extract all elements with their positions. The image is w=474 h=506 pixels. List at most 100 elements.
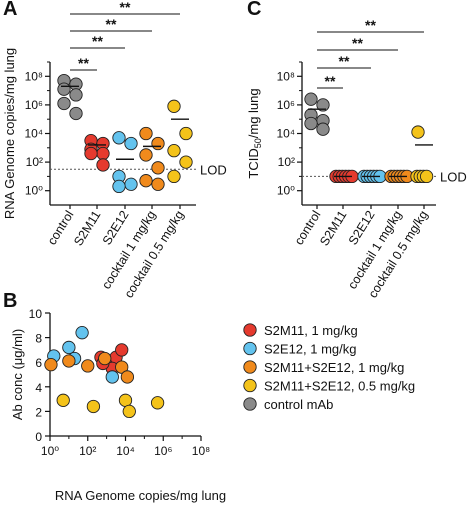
- data-point: [150, 396, 165, 410]
- y-axis-label: RNA Genome copies/mg lung: [2, 48, 17, 219]
- legend-marker: [243, 397, 257, 411]
- data-point: [167, 144, 181, 158]
- y-axis-label: TCID50/mg lung: [246, 88, 263, 178]
- data-point: [69, 88, 83, 102]
- data-point: [84, 146, 98, 161]
- significance-label: **: [352, 35, 363, 51]
- data-point: [167, 169, 181, 184]
- data-point: [316, 122, 330, 136]
- data-point: [105, 370, 119, 384]
- legend-label: S2E12, 1 mg/kg: [264, 342, 357, 357]
- data-point: [304, 92, 318, 106]
- significance-label: **: [92, 33, 103, 49]
- data-point: [112, 179, 126, 194]
- data-point: [124, 136, 138, 151]
- data-point: [304, 116, 318, 131]
- category-label: S2M11: [317, 208, 349, 248]
- y-tick-label: 10⁶: [277, 98, 295, 112]
- data-point: [411, 125, 425, 139]
- data-point: [62, 354, 76, 368]
- x-tick-label: 10⁶: [154, 444, 172, 458]
- data-point: [124, 177, 138, 191]
- panel-b-chart: 0 2 4 6 8 10 10⁰ 10² 10⁴ 10⁶ 10⁸ RNA Genome copies/…: [10, 307, 226, 503]
- x-tick-label: 10²: [79, 444, 96, 458]
- significance-label: **: [339, 53, 350, 69]
- data-point: [115, 343, 129, 357]
- significance-label: **: [120, 0, 131, 15]
- y-tick-label: 8: [35, 332, 42, 346]
- data-point: [57, 82, 71, 96]
- y-tick-label: 0: [35, 430, 42, 444]
- data-point: [86, 399, 101, 414]
- legend-label: S2M11+S2E12, 1 mg/kg: [264, 360, 404, 375]
- data-point: [96, 146, 110, 161]
- y-tick-label: 10⁸: [277, 69, 295, 83]
- data-point: [151, 161, 165, 175]
- x-tick-label: 10⁰: [41, 444, 59, 458]
- panel-letter-c: C: [247, 0, 261, 20]
- legend-marker: [243, 341, 257, 356]
- data-point: [62, 340, 76, 355]
- x-tick-label: 10⁸: [192, 444, 210, 458]
- data-point: [151, 136, 165, 151]
- data-point: [139, 126, 153, 141]
- legend-marker: [243, 323, 257, 337]
- legend: S2M11, 1 mg/kg S2E12, 1 mg/kg S2M11+S2E12,…: [243, 323, 415, 412]
- y-tick-label: 10⁴: [276, 127, 295, 141]
- data-point: [118, 393, 133, 407]
- significance-label: **: [78, 55, 89, 71]
- y-tick-label: 10⁰: [25, 184, 43, 198]
- data-point: [139, 148, 153, 162]
- panel-a-chart: 10⁰ 10² 10⁴ 10⁶ 10⁸ LOD RNA Genome copies/mg l…: [2, 0, 227, 300]
- data-point: [112, 131, 126, 145]
- data-point: [419, 169, 434, 184]
- y-axis-label-sub: 50: [253, 138, 263, 148]
- data-point: [316, 98, 330, 112]
- legend-marker: [243, 378, 257, 393]
- panel-letter-b: B: [3, 290, 17, 312]
- category-label: S2M11: [71, 208, 103, 248]
- x-axis-label: RNA Genome copies/mg lung: [55, 488, 226, 503]
- legend-label: control mAb: [264, 397, 333, 412]
- y-tick-label: 10²: [26, 155, 43, 169]
- y-tick-label: 10⁰: [277, 184, 295, 198]
- y-tick-label: 2: [35, 405, 42, 419]
- data-point: [56, 393, 70, 407]
- data-point: [179, 126, 193, 141]
- y-tick-label: 10⁴: [24, 127, 43, 141]
- y-tick-label: 10⁸: [25, 69, 43, 83]
- legend-label: S2M11, 1 mg/kg: [264, 323, 358, 338]
- y-tick-label: 10: [29, 307, 43, 321]
- y-tick-label: 4: [35, 381, 42, 395]
- data-point: [122, 404, 136, 419]
- data-point: [96, 158, 110, 172]
- significance-label: **: [106, 16, 117, 32]
- data-point: [139, 174, 153, 188]
- legend-marker: [243, 360, 257, 374]
- data-point: [115, 360, 129, 374]
- legend-label: S2M11+S2E12, 0.5 mg/kg: [264, 379, 415, 394]
- lod-label: LOD: [440, 169, 467, 184]
- y-tick-label: 6: [35, 356, 42, 370]
- y-axis-label-rest: /mg lung: [246, 88, 261, 138]
- lod-label: LOD: [200, 162, 227, 177]
- y-axis-label-main: TCID: [246, 148, 261, 178]
- data-point: [69, 106, 83, 121]
- data-point: [44, 358, 58, 372]
- y-axis-label: Ab conc (μg/ml): [10, 329, 25, 420]
- data-point: [120, 370, 135, 384]
- data-point: [167, 99, 181, 113]
- data-point: [98, 351, 112, 366]
- y-tick-label: 10²: [278, 155, 295, 169]
- significance-label: **: [365, 17, 376, 33]
- data-point: [57, 96, 71, 111]
- data-point: [81, 359, 95, 373]
- data-point: [151, 177, 165, 191]
- significance-label: **: [325, 73, 336, 89]
- data-point: [179, 155, 193, 169]
- y-tick-label: 10⁶: [25, 98, 43, 112]
- x-tick-label: 10⁴: [116, 444, 135, 458]
- panel-letter-a: A: [3, 0, 17, 20]
